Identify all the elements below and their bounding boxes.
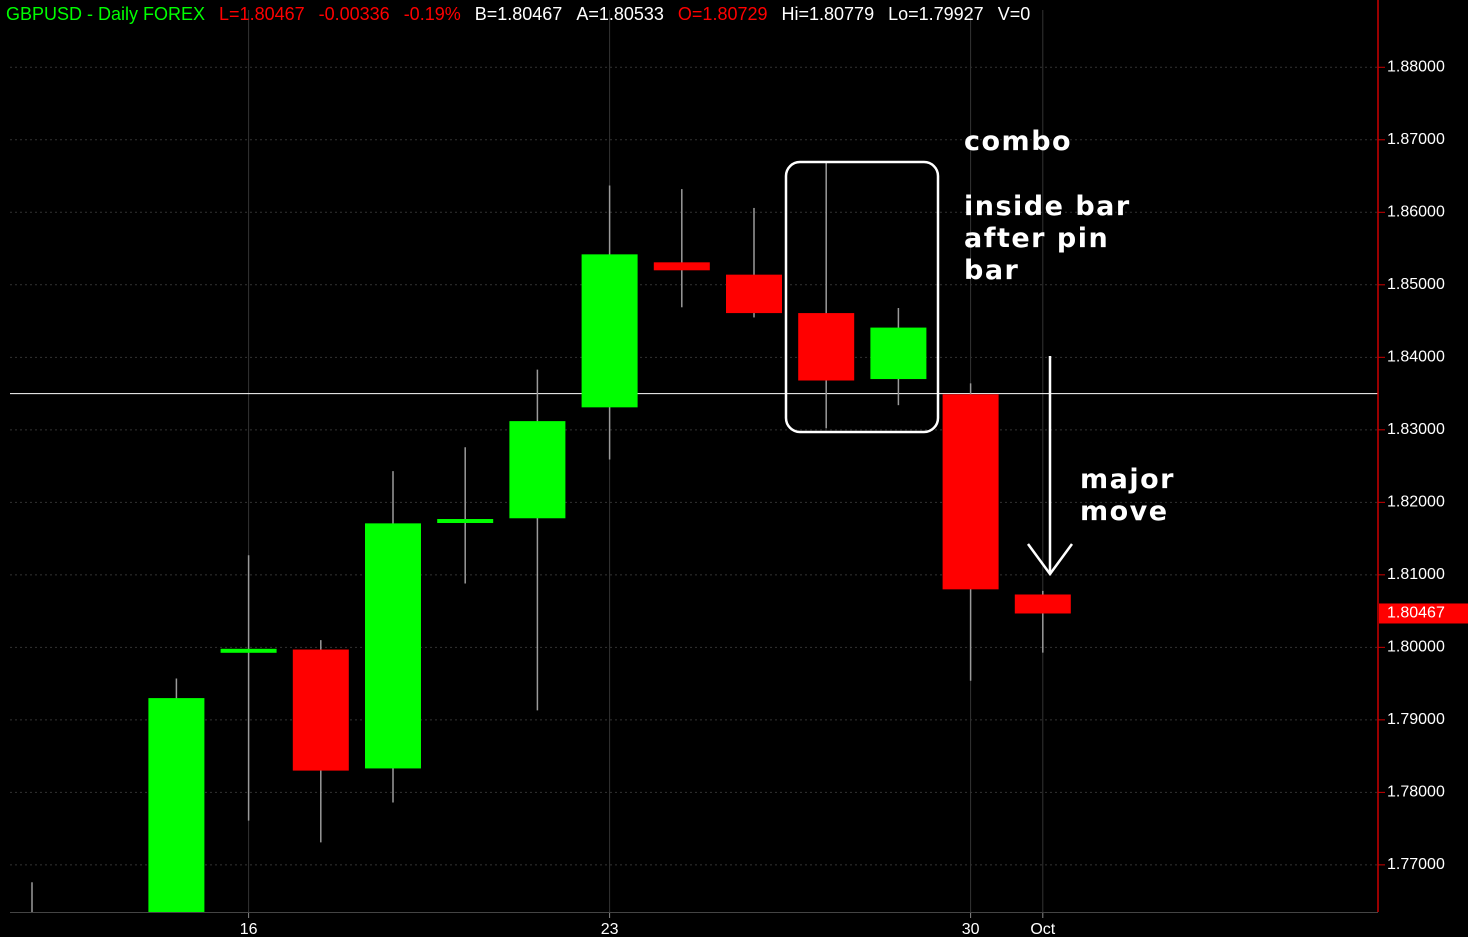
y-tick-label: 1.78000 — [1387, 784, 1445, 801]
candle-body — [942, 394, 999, 590]
candle-body — [798, 313, 855, 381]
x-tick-label: 16 — [240, 921, 258, 937]
header-item: -0.19% — [404, 4, 461, 24]
candle-body — [653, 262, 710, 271]
candle-body — [220, 648, 277, 653]
candle-body — [365, 523, 421, 769]
candle-body — [1014, 594, 1071, 614]
annotation: move — [1080, 496, 1169, 527]
y-axis: 1.77000 1.78000 1.79000 1.80000 1.81000 1.820… — [1378, 59, 1468, 873]
price-tag-label: 1.80467 — [1387, 605, 1445, 622]
header-text: GBPUSD - Daily FOREX L=1.80467 -0.00336 -0.… — [6, 4, 1030, 24]
annotation: major — [1080, 464, 1175, 495]
header-item: Lo=1.79927 — [888, 4, 984, 24]
candles-layer — [31, 162, 1071, 912]
y-tick-label: 1.86000 — [1387, 204, 1445, 221]
annotation: combo — [964, 126, 1072, 157]
header-item: A=1.80533 — [576, 4, 664, 24]
header-item: L=1.80467 — [219, 4, 305, 24]
header-item: B=1.80467 — [475, 4, 563, 24]
header: GBPUSD - Daily FOREX L=1.80467 -0.00336 -0.… — [6, 4, 1030, 24]
candle-body — [870, 327, 927, 380]
y-tick-label: 1.77000 — [1387, 856, 1445, 873]
arrow-head — [1026, 543, 1074, 577]
y-tick-label: 1.80000 — [1387, 639, 1445, 656]
y-tick-label: 1.84000 — [1387, 349, 1445, 366]
header-item: -0.00336 — [319, 4, 390, 24]
candle-body — [509, 421, 566, 519]
x-tick-label: Oct — [1030, 921, 1055, 937]
y-tick-label: 1.83000 — [1387, 421, 1445, 438]
price-tag — [1379, 603, 1468, 624]
y-tick-label: 1.82000 — [1387, 494, 1445, 511]
highlight-box — [784, 160, 940, 434]
y-tick-label: 1.81000 — [1387, 566, 1445, 583]
x-axis: 16 23 30 Oct — [240, 912, 1056, 937]
x-tick-label: 23 — [601, 921, 619, 937]
y-tick-label: 1.87000 — [1387, 131, 1445, 148]
annotation: after pin — [964, 223, 1109, 254]
y-tick-label: 1.79000 — [1387, 711, 1445, 728]
y-tick-label: 1.85000 — [1387, 276, 1445, 293]
header-item: GBPUSD - Daily FOREX — [6, 4, 205, 24]
y-tick-label: 1.88000 — [1387, 59, 1445, 76]
header-item: V=0 — [998, 4, 1031, 24]
candle-body — [581, 254, 638, 408]
candle-body — [148, 698, 205, 912]
grid-layer — [10, 10, 1378, 912]
header-item: Hi=1.80779 — [782, 4, 875, 24]
header-item: O=1.80729 — [678, 4, 768, 24]
candle-body — [726, 274, 782, 314]
annotation: inside bar — [964, 191, 1131, 222]
annotation: bar — [964, 255, 1019, 286]
x-tick-label: 30 — [962, 921, 980, 937]
candle-body — [292, 649, 349, 771]
candle-body — [437, 519, 494, 524]
